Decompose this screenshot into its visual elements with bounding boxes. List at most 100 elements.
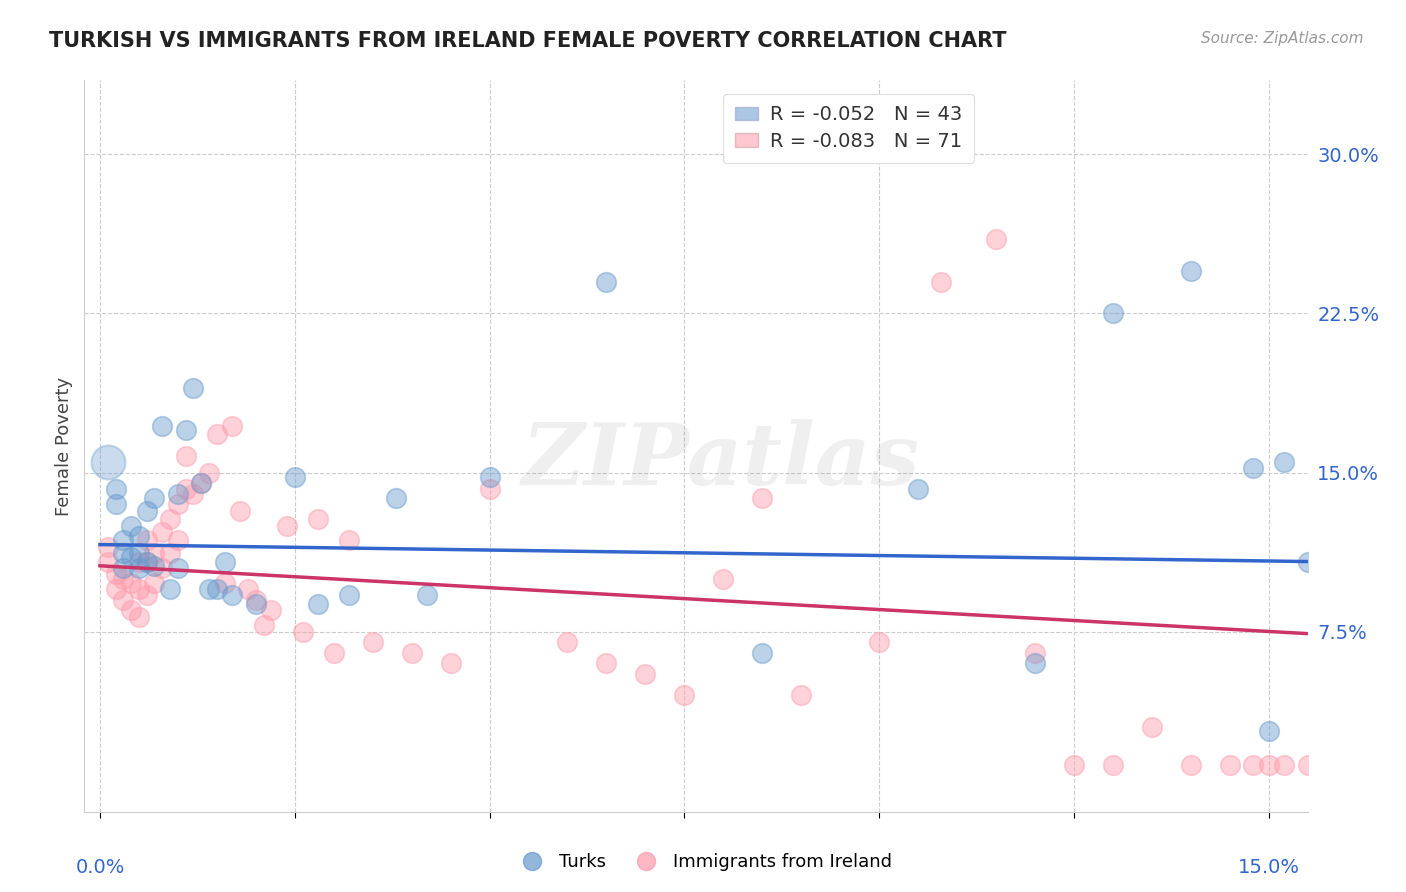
Point <box>135 555 157 569</box>
Point <box>1024 657 1046 671</box>
Point <box>291 624 314 639</box>
Point <box>439 657 461 671</box>
Point <box>1180 758 1202 772</box>
Y-axis label: Female Poverty: Female Poverty <box>55 376 73 516</box>
Point <box>1351 758 1374 772</box>
Point <box>595 657 617 671</box>
Point <box>120 603 142 617</box>
Point <box>1272 758 1295 772</box>
Point <box>221 589 243 603</box>
Point <box>120 575 142 590</box>
Point <box>401 646 423 660</box>
Point <box>907 483 929 497</box>
Point <box>205 427 228 442</box>
Point <box>790 688 813 702</box>
Point <box>276 518 298 533</box>
Point <box>104 567 127 582</box>
Point <box>1320 758 1343 772</box>
Point <box>143 558 166 573</box>
Point <box>252 618 274 632</box>
Point <box>166 486 188 500</box>
Point <box>128 555 150 569</box>
Point <box>236 582 259 596</box>
Point <box>135 503 157 517</box>
Point <box>984 232 1007 246</box>
Point <box>478 469 501 483</box>
Point <box>183 486 205 500</box>
Point <box>1063 758 1085 772</box>
Point <box>150 524 173 539</box>
Point <box>1257 724 1279 739</box>
Point <box>284 469 307 483</box>
Point <box>166 497 188 511</box>
Point <box>120 518 142 533</box>
Point <box>245 592 267 607</box>
Point <box>1296 758 1319 772</box>
Point <box>128 609 150 624</box>
Point <box>1398 758 1406 772</box>
Point <box>190 476 212 491</box>
Point <box>478 483 501 497</box>
Legend: Turks, Immigrants from Ireland: Turks, Immigrants from Ireland <box>506 847 900 879</box>
Point <box>205 582 228 596</box>
Point <box>97 540 120 554</box>
Point <box>174 483 197 497</box>
Point <box>673 688 696 702</box>
Point <box>143 546 166 560</box>
Point <box>260 603 283 617</box>
Point <box>337 533 360 548</box>
Point <box>128 546 150 560</box>
Point <box>97 555 120 569</box>
Point <box>634 667 657 681</box>
Point <box>198 582 221 596</box>
Point <box>711 572 734 586</box>
Point <box>104 483 127 497</box>
Point <box>128 582 150 596</box>
Point <box>1241 758 1264 772</box>
Point <box>751 646 773 660</box>
Point <box>931 275 953 289</box>
Point <box>1140 720 1163 734</box>
Point <box>385 491 408 505</box>
Point <box>150 418 173 433</box>
Point <box>416 589 439 603</box>
Point <box>112 592 135 607</box>
Point <box>307 512 329 526</box>
Text: 0.0%: 0.0% <box>76 858 125 878</box>
Point <box>1219 758 1241 772</box>
Point <box>229 503 252 517</box>
Point <box>307 597 329 611</box>
Point <box>112 561 135 575</box>
Point <box>135 589 157 603</box>
Point <box>104 497 127 511</box>
Legend: R = -0.052   N = 43, R = -0.083   N = 71: R = -0.052 N = 43, R = -0.083 N = 71 <box>723 94 974 162</box>
Point <box>1257 758 1279 772</box>
Point <box>245 597 267 611</box>
Point <box>143 575 166 590</box>
Text: Source: ZipAtlas.com: Source: ZipAtlas.com <box>1201 31 1364 46</box>
Point <box>159 546 181 560</box>
Text: ZIPatlas: ZIPatlas <box>522 419 920 502</box>
Point <box>183 381 205 395</box>
Point <box>595 275 617 289</box>
Point <box>112 533 135 548</box>
Point <box>135 555 157 569</box>
Point <box>221 418 243 433</box>
Point <box>1101 306 1123 320</box>
Point <box>112 572 135 586</box>
Point <box>143 491 166 505</box>
Point <box>214 555 236 569</box>
Point <box>135 533 157 548</box>
Point <box>1296 555 1319 569</box>
Point <box>120 550 142 565</box>
Point <box>128 529 150 543</box>
Point <box>1336 758 1358 772</box>
Point <box>868 635 890 649</box>
Point <box>1241 461 1264 475</box>
Point <box>214 575 236 590</box>
Point <box>104 582 127 596</box>
Point <box>150 561 173 575</box>
Point <box>198 466 221 480</box>
Point <box>322 646 344 660</box>
Point <box>159 512 181 526</box>
